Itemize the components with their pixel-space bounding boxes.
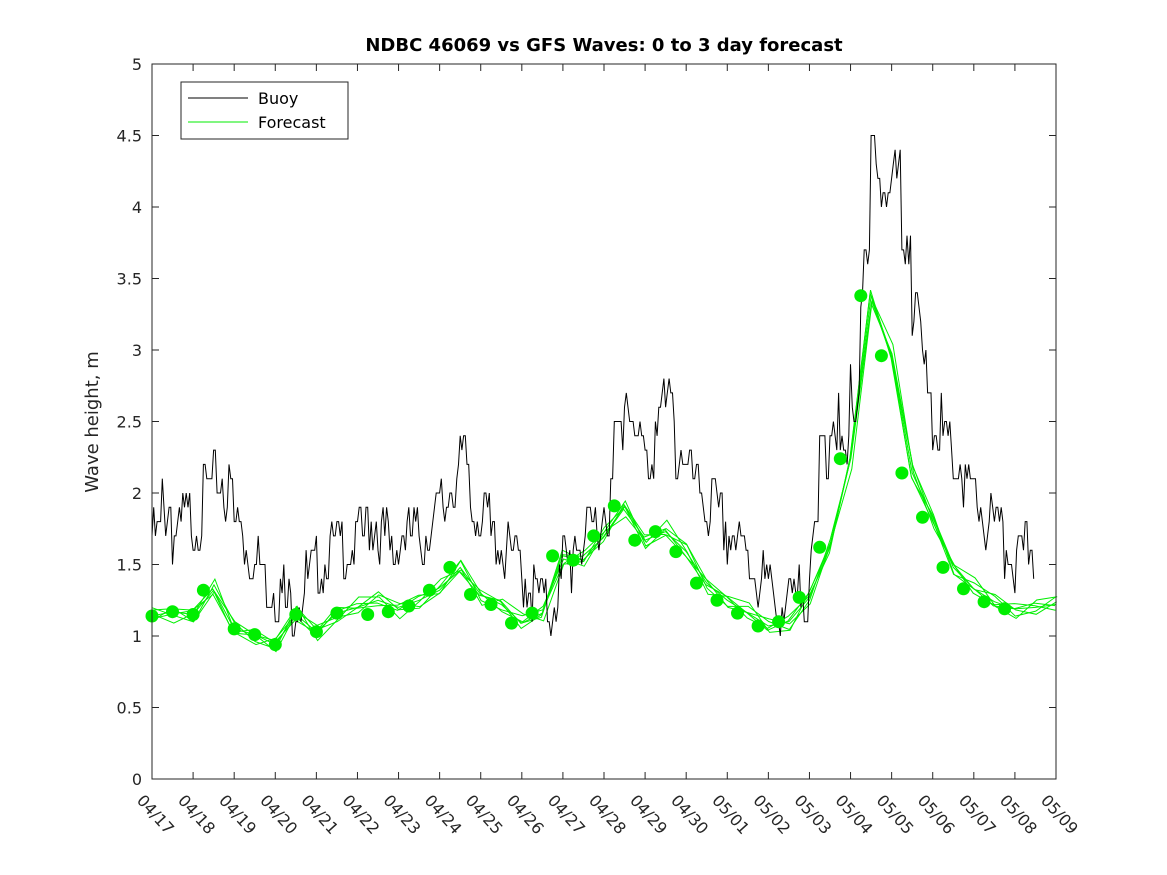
forecast-marker [484,598,498,611]
forecast-marker [402,599,416,613]
y-tick-label: 0 [132,770,142,789]
forecast-marker [936,560,950,574]
forecast-marker [792,590,806,604]
y-tick-label: 1.5 [117,556,142,575]
plot-area [145,135,1058,653]
forecast-marker [895,466,909,480]
forecast-marker [289,608,303,621]
forecast-marker [505,616,518,630]
forecast-marker [854,289,868,303]
forecast-marker [186,608,200,621]
legend: Buoy Forecast [180,81,349,140]
forecast-marker [422,583,436,597]
y-tick-label: 1 [132,627,142,646]
forecast-marker [607,499,621,513]
forecast-marker [690,576,703,590]
forecast-marker [587,529,601,543]
forecast-marker [772,615,786,629]
y-tick-label: 2 [132,484,142,503]
forecast-marker [566,553,580,567]
y-tick-label: 3.5 [117,270,142,289]
forecast-marker [731,606,744,620]
forecast-marker [381,605,395,619]
forecast-marker [464,588,477,601]
forecast-marker [874,349,888,363]
forecast-line [150,292,1056,641]
forecast-marker [443,560,457,574]
forecast-marker [751,619,765,633]
y-tick-label: 3 [132,341,142,360]
forecast-line [152,302,1057,650]
forecast-marker [330,606,344,620]
forecast-marker [813,540,827,554]
forecast-marker [977,595,991,609]
legend-box [180,81,349,140]
forecast-marker [361,608,375,621]
y-tick-label: 2.5 [117,413,142,432]
y-tick-label: 4 [132,198,142,217]
forecast-marker [546,549,560,563]
legend-forecast-label: Forecast [258,113,326,132]
forecast-marker [166,605,179,619]
forecast-marker [998,602,1012,616]
forecast-line [151,295,1057,646]
forecast-marker [916,510,929,524]
forecast-marker [227,622,241,636]
y-tick-label: 0.5 [117,699,142,718]
forecast-marker [525,606,539,620]
forecast-marker [196,583,210,597]
legend-buoy-label: Buoy [258,89,298,108]
forecast-line [153,297,1058,646]
forecast-marker [309,625,323,639]
forecast-marker [669,545,683,559]
forecast-marker [833,452,847,466]
forecast-marker [628,533,642,547]
forecast-marker [710,593,724,607]
forecast-marker [957,582,970,596]
y-tick-label: 5 [132,55,142,74]
y-tick-label: 4.5 [117,127,142,146]
forecast-marker [648,525,662,539]
chart-title: NDBC 46069 vs GFS Waves: 0 to 3 day fore… [365,35,843,56]
forecast-marker [248,628,262,642]
forecast-marker [268,638,282,652]
y-axis-label: Wave height, m [82,351,103,492]
